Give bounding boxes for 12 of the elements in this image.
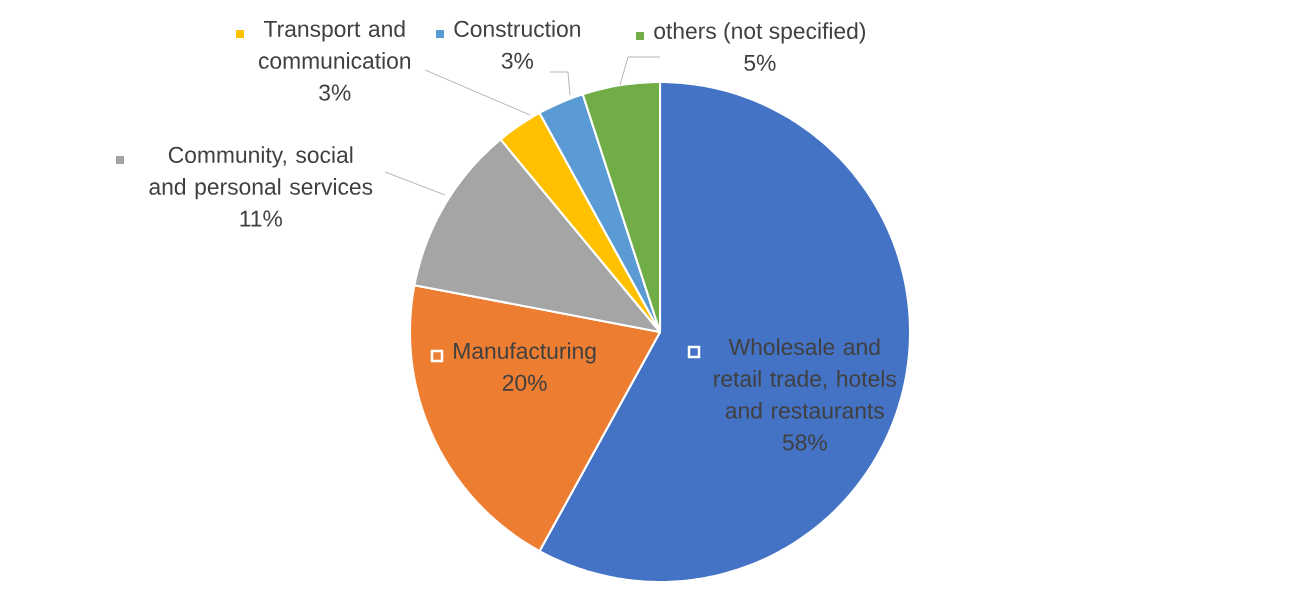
legend-label: Community, social and personal services [149, 146, 373, 200]
data-label: 3% [319, 84, 351, 101]
data-label: 11% [240, 210, 282, 227]
data-label: 58% [782, 434, 827, 451]
legend-label: Transport and communication [258, 20, 411, 69]
data-label: 5% [744, 54, 776, 71]
legend-label: others (not specified) [654, 22, 866, 44]
legend-label: Construction [454, 20, 580, 38]
legend-label: Manufacturing [454, 342, 596, 364]
data-label: 3% [501, 52, 534, 69]
data-label: 20% [502, 374, 547, 391]
legend-label: Wholesale and retail trade, hotels and restaurants [714, 338, 896, 419]
